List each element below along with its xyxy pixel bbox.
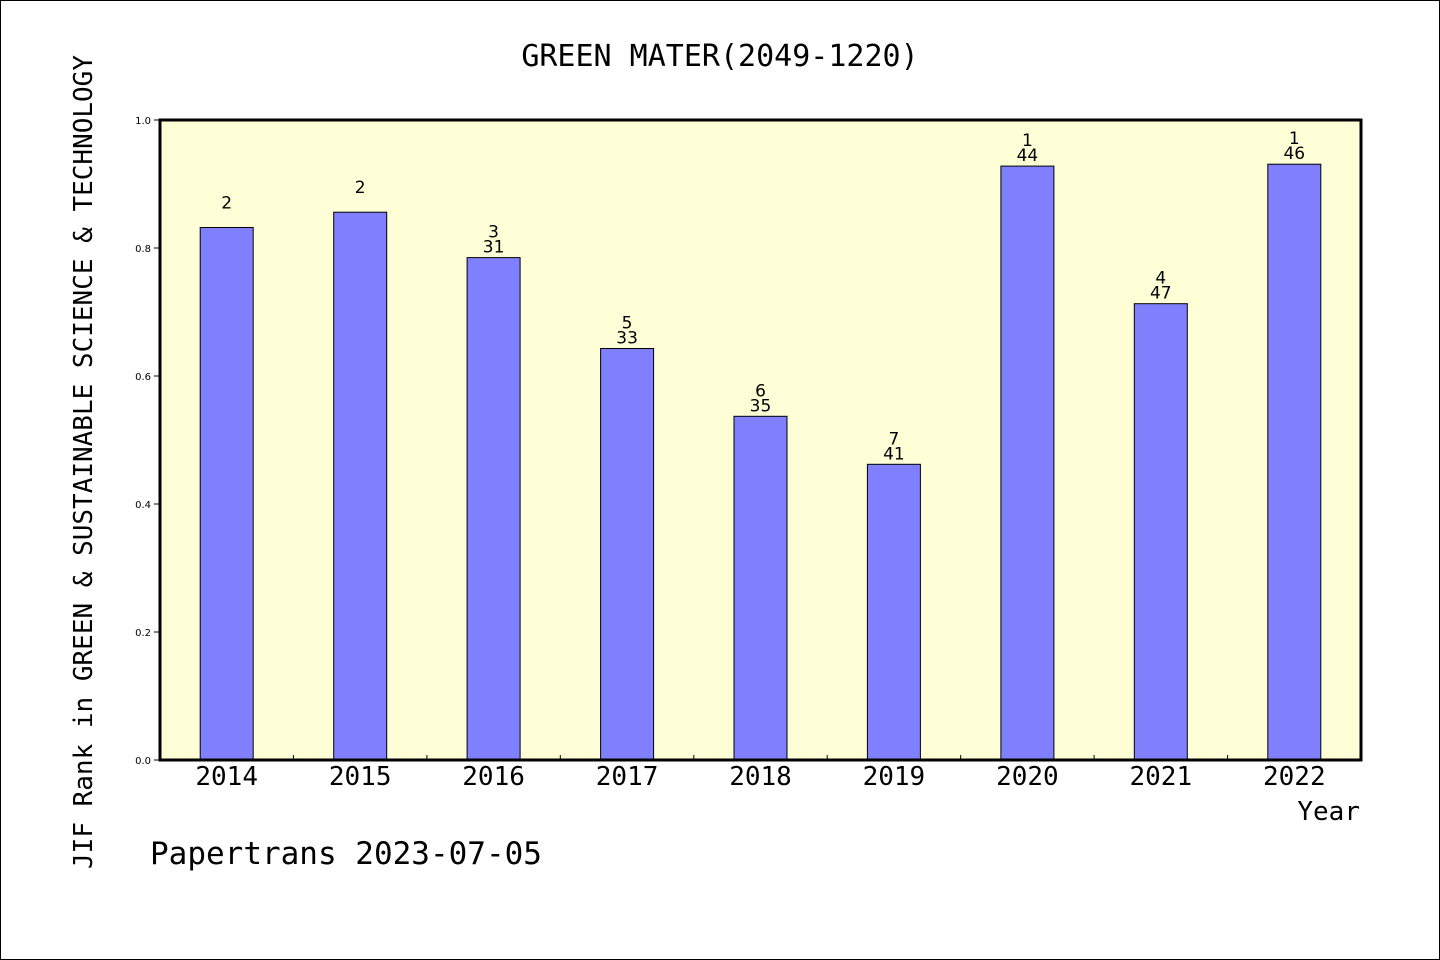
x-tick-label-2015: 2015 bbox=[329, 762, 392, 792]
rank-label-2018: 6 bbox=[755, 381, 766, 401]
total-label-2020: 44 bbox=[1017, 146, 1039, 166]
bar-2014 bbox=[199, 227, 254, 761]
y-tick-label-0.6: 0.6 bbox=[135, 372, 151, 383]
x-tick-label-2021: 2021 bbox=[1129, 762, 1192, 792]
y-tick-label-0.8: 0.8 bbox=[135, 244, 151, 255]
y-tick-label-0.0: 0.0 bbox=[135, 756, 151, 767]
total-label-2016: 31 bbox=[483, 238, 505, 258]
bar-2018 bbox=[733, 415, 788, 761]
x-tick-label-2014: 2014 bbox=[195, 762, 258, 792]
x-tick-label-2019: 2019 bbox=[863, 762, 926, 792]
ticks-group: 2014 2015 2016 2017 2018 2019 2020 2021 2022 0.0 0… bbox=[135, 116, 1326, 792]
bar-2022 bbox=[1267, 163, 1322, 761]
y-tick-label-0.2: 0.2 bbox=[135, 628, 151, 639]
rank-label-2019: 7 bbox=[888, 429, 899, 449]
rank-label-2020: 1 bbox=[1022, 131, 1033, 151]
rank-label-2021: 4 bbox=[1155, 269, 1166, 289]
chart-title: GREEN MATER(2049-1220) bbox=[521, 39, 918, 74]
rank-label-2017: 5 bbox=[622, 314, 633, 334]
rank-label-2015: 2 bbox=[355, 178, 366, 198]
bar-2015 bbox=[333, 211, 388, 761]
rank-label-2022: 1 bbox=[1289, 129, 1300, 149]
rank-label-2014: 2 bbox=[221, 194, 232, 214]
x-tick-label-2018: 2018 bbox=[729, 762, 792, 792]
bar-2020 bbox=[1000, 165, 1055, 761]
total-label-2021: 47 bbox=[1150, 284, 1172, 304]
y-axis-label: JIF Rank in GREEN & SUSTAINABLE SCIENCE … bbox=[69, 55, 99, 869]
bar-2019 bbox=[866, 463, 921, 761]
y-tick-label-1.0: 1.0 bbox=[135, 116, 151, 127]
total-label-2018: 35 bbox=[750, 396, 772, 416]
x-tick-label-2017: 2017 bbox=[596, 762, 659, 792]
bar-2016 bbox=[466, 257, 521, 761]
total-label-2017: 33 bbox=[616, 329, 638, 349]
total-label-2022: 46 bbox=[1283, 144, 1305, 164]
footer-text: Papertrans 2023-07-05 bbox=[150, 836, 542, 872]
plot-border bbox=[158, 118, 1363, 762]
total-label-2019: 41 bbox=[883, 444, 905, 464]
x-tick-label-2022: 2022 bbox=[1263, 762, 1326, 792]
x-tick-label-2020: 2020 bbox=[996, 762, 1059, 792]
x-axis-label: Year bbox=[1297, 797, 1360, 827]
x-tick-label-2016: 2016 bbox=[462, 762, 525, 792]
y-tick-label-0.4: 0.4 bbox=[135, 500, 151, 511]
rank-label-2016: 3 bbox=[488, 223, 499, 243]
bar-2017 bbox=[600, 348, 655, 761]
bar-2021 bbox=[1133, 303, 1188, 761]
